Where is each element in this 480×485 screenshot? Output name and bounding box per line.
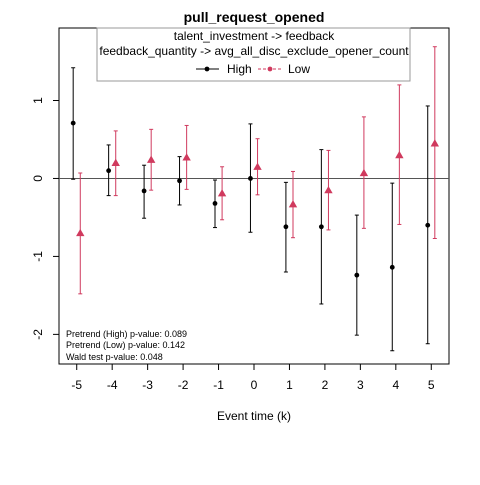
legend-title-line-2: feedback_quantity -> avg_all_disc_exclud… — [99, 44, 409, 58]
x-tick-label: -1 — [213, 378, 224, 392]
x-tick-label: 0 — [251, 378, 258, 392]
low-point — [76, 228, 85, 237]
x-tick-label: 1 — [286, 378, 293, 392]
annotation-pretrend-high: Pretrend (High) p-value: 0.089 — [66, 329, 187, 339]
x-tick-label: -4 — [107, 378, 118, 392]
high-point — [318, 224, 324, 230]
y-tick-label: 1 — [31, 97, 45, 104]
low-point — [395, 150, 404, 159]
low-point — [182, 153, 191, 161]
legend-low-marker — [267, 66, 273, 72]
x-tick-label: 3 — [357, 378, 364, 392]
x-tick-label: 5 — [428, 378, 435, 392]
x-tick-label: 2 — [322, 378, 329, 392]
x-tick-label: -5 — [71, 378, 82, 392]
high-point — [389, 264, 395, 270]
low-point — [324, 185, 333, 194]
x-tick-label: -3 — [142, 378, 153, 392]
high-point — [141, 188, 147, 194]
y-tick-label: -1 — [31, 251, 45, 262]
annotation-wald-test: Wald test p-value: 0.048 — [66, 352, 163, 362]
high-point — [212, 201, 218, 206]
legend: talent_investment -> feedback feedback_q… — [96, 27, 411, 82]
low-point — [217, 189, 227, 197]
low-point — [146, 155, 156, 163]
high-point — [425, 222, 431, 228]
low-point — [359, 168, 369, 177]
legend-high-label: High — [227, 62, 252, 76]
high-point — [283, 224, 289, 230]
y-tick-label: -2 — [31, 329, 45, 340]
high-point — [70, 120, 76, 126]
legend-box — [96, 27, 411, 82]
plot-area: -5 -4 -3 -2 -1 0 1 2 3 4 5 -2 -1 0 1 — [31, 27, 450, 392]
legend-high-marker — [204, 66, 210, 72]
high-point — [106, 168, 112, 174]
low-point — [111, 158, 120, 167]
annotations: Pretrend (High) p-value: 0.089 Pretrend … — [66, 329, 187, 362]
high-point — [354, 272, 360, 278]
high-point — [248, 176, 253, 181]
y-tick-label: 0 — [31, 175, 45, 182]
chart-title: pull_request_opened — [184, 9, 325, 25]
legend-low-label: Low — [288, 62, 310, 76]
x-tick-label: 4 — [392, 378, 399, 392]
high-point — [177, 178, 182, 184]
low-point — [430, 139, 440, 147]
low-point — [253, 162, 262, 170]
annotation-pretrend-low: Pretrend (Low) p-value: 0.142 — [66, 340, 185, 350]
low-point — [288, 199, 298, 208]
x-axis-label: Event time (k) — [217, 409, 291, 423]
x-tick-label: -2 — [178, 378, 189, 392]
legend-title-line-1: talent_investment -> feedback — [174, 29, 335, 43]
